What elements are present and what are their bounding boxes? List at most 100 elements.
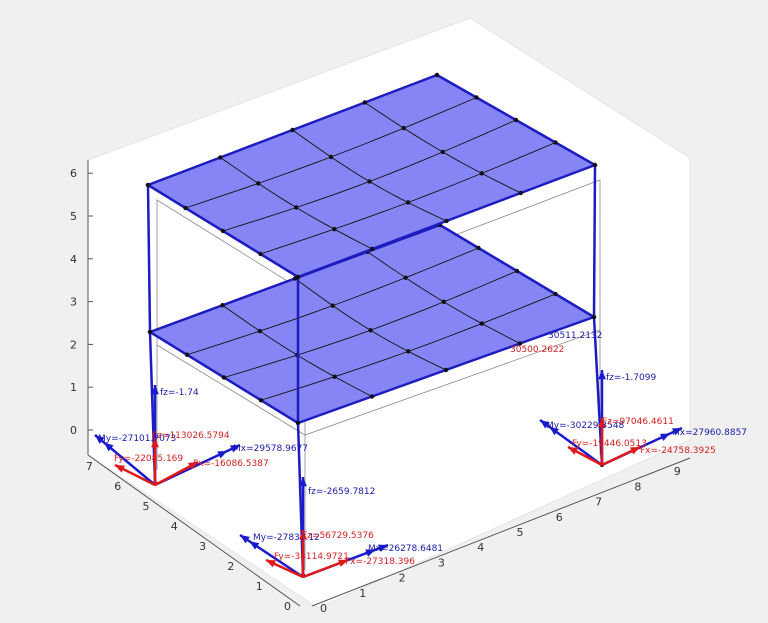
arrow-head (249, 541, 260, 550)
y-axis (87, 454, 301, 607)
node (290, 127, 295, 133)
arrow-head (230, 445, 240, 453)
x-tick-label: 7 (595, 496, 602, 509)
arrow-head (630, 447, 640, 455)
y-tick-label: 2 (227, 560, 234, 573)
label: fz=-1.7099 (606, 373, 656, 383)
node (258, 398, 264, 403)
z-tick-label: 4 (70, 253, 77, 266)
reaction-arrows (94, 370, 683, 579)
node (444, 218, 449, 224)
label: fz=-2659.7812 (308, 487, 375, 497)
arrow-head (568, 447, 578, 455)
reaction-labels: fz=-1.74 My=-27101.7073 Fz=113026.5794 M… (98, 331, 747, 567)
label: Fy=-19446.0513 (572, 439, 647, 449)
tick-labels: 0 1 2 3 4 5 6 0 1 2 3 4 5 6 7 0 1 2 3 4 5 6 7 8 9 (70, 167, 681, 615)
node (434, 72, 440, 78)
arrow-head (540, 420, 550, 429)
node (370, 246, 375, 252)
x-tick-label: 0 (320, 602, 327, 615)
z-tick-label: 6 (70, 167, 77, 180)
x-tick-label: 1 (359, 587, 366, 600)
label: Fx=-24758.3925 (640, 446, 716, 456)
label: fz=-1.74 (160, 388, 199, 398)
node (294, 205, 299, 210)
node (296, 421, 300, 425)
node (440, 149, 445, 155)
node (257, 328, 263, 334)
arrow-head (338, 559, 348, 567)
node (441, 299, 446, 305)
node (592, 315, 596, 319)
arrow-head (299, 530, 307, 540)
node (401, 125, 406, 131)
node (443, 367, 449, 373)
x-tick-label: 3 (438, 556, 445, 569)
y-tick-label: 7 (86, 460, 93, 473)
label: Fx=-27318.396 (345, 557, 415, 567)
z-tick-label: 3 (70, 296, 77, 309)
undeformed-frame (156, 329, 601, 436)
node (518, 190, 523, 196)
node (220, 303, 225, 308)
label: Mx=29578.9677 (233, 444, 308, 454)
label: Fz=113026.5794 (152, 431, 230, 441)
arrow-head (299, 477, 307, 487)
y-tick-label: 5 (143, 500, 150, 513)
slabs (145, 72, 598, 426)
x-tick-label: 2 (399, 572, 406, 585)
node (474, 95, 479, 100)
label: Mx=26278.6481 (368, 544, 443, 554)
node (406, 349, 411, 354)
label: 30500.2622 (510, 345, 564, 355)
x-tick-label: 9 (674, 465, 681, 478)
node (593, 163, 597, 167)
node (476, 245, 481, 251)
node (332, 226, 337, 232)
label: My=-30229.3548 (546, 421, 625, 431)
node (553, 140, 558, 145)
x-tick-label: 8 (634, 480, 641, 493)
arrow-head (151, 385, 159, 395)
node (553, 291, 558, 297)
label: Fz=56729.5376 (302, 531, 374, 541)
z-tick-label: 0 (70, 424, 77, 437)
arrow-head (378, 544, 388, 552)
node (367, 179, 372, 184)
y-tick-label: 0 (284, 600, 291, 613)
node (184, 352, 190, 357)
z-tick-label: 5 (70, 210, 77, 223)
arrow-head (95, 435, 105, 444)
node (330, 303, 335, 308)
y-tick-label: 3 (199, 540, 206, 553)
node (369, 394, 375, 399)
x-tick-label: 4 (477, 541, 484, 554)
node (479, 321, 485, 326)
label: 30511.2132 (548, 331, 602, 341)
arrow-head (104, 442, 114, 452)
node (148, 330, 152, 334)
arrow-head (549, 426, 560, 436)
node (256, 181, 261, 186)
arrow-head (266, 560, 276, 568)
label: Mx=27960.8857 (672, 428, 747, 438)
node (296, 275, 300, 279)
z-tick-label: 1 (70, 381, 77, 394)
arrow-head (115, 465, 125, 473)
label: Fx=-16086.5387 (193, 459, 269, 469)
arrow-head (598, 370, 606, 380)
arrow-head (188, 462, 198, 470)
x-axis (311, 457, 691, 607)
arrow-head (598, 418, 606, 428)
arrow-head (240, 535, 250, 544)
node (513, 117, 519, 123)
arrow-head (151, 438, 159, 448)
node (403, 275, 408, 280)
node (220, 228, 226, 234)
node (514, 268, 520, 274)
node (328, 154, 334, 160)
x-tick-label: 5 (517, 526, 524, 539)
axes (87, 160, 691, 607)
y-tick-label: 4 (171, 520, 178, 533)
